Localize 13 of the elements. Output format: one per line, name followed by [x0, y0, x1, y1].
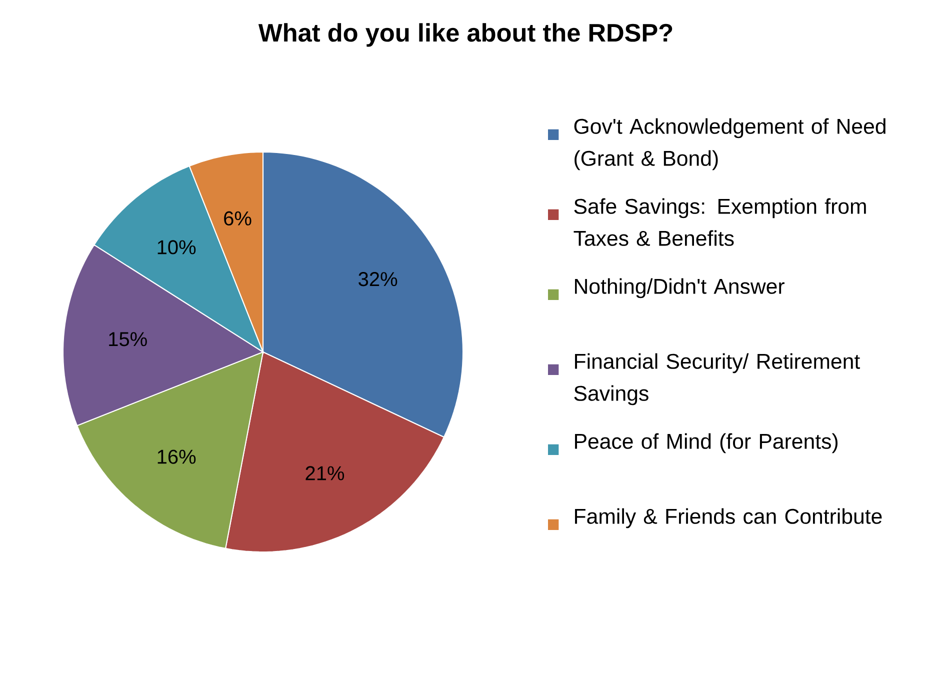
legend-label: Family & Friends can Contribute: [575, 508, 882, 528]
legend-label: Financial Security/ Retirement Savings: [574, 353, 860, 406]
legend-label: Peace of Mind (for Parents): [575, 433, 838, 454]
data-label: 6%: [224, 211, 252, 226]
data-label: 16%: [158, 450, 196, 464]
legend-label: Nothing/Didn't Answer: [575, 278, 784, 298]
data-label: 10%: [158, 240, 196, 254]
data-label: 15%: [109, 332, 147, 346]
data-label: 21%: [306, 466, 344, 480]
chart-title: What do you like about the RDSP?: [258, 23, 672, 47]
data-label: 32%: [358, 272, 398, 286]
legend-label: Safe Savings: Exemption from Taxes & Benefits: [574, 198, 866, 246]
legend-label: Gov't Acknowledgement of Need (Grant & Bond): [574, 118, 886, 170]
